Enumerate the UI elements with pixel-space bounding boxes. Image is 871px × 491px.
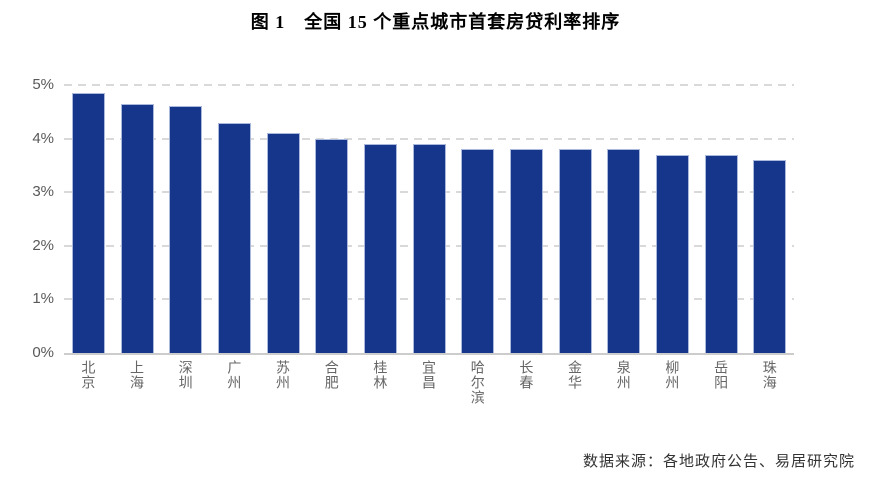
- x-axis-line: [64, 353, 794, 355]
- x-label-slot: 桂林: [356, 360, 405, 432]
- bar-哈尔滨: [461, 149, 495, 353]
- bar-长春: [509, 149, 543, 353]
- bar-slot: [259, 85, 308, 353]
- bar-slot: [502, 85, 551, 353]
- bar-岳阳: [704, 154, 738, 353]
- x-label-slot: 深圳: [161, 360, 210, 432]
- bar-slot: [599, 85, 648, 353]
- x-tick-label-珠海: 珠海: [761, 360, 778, 390]
- bar-广州: [217, 122, 251, 353]
- bar-泉州: [607, 149, 641, 353]
- x-label-slot: 珠海: [745, 360, 794, 432]
- x-label-slot: 泉州: [599, 360, 648, 432]
- bar-slot: [551, 85, 600, 353]
- bar-slot: [307, 85, 356, 353]
- x-tick-label-岳阳: 岳阳: [713, 360, 730, 390]
- bar-slot: [161, 85, 210, 353]
- bar-slot: [453, 85, 502, 353]
- x-label-slot: 宜昌: [405, 360, 454, 432]
- bar-slot: [210, 85, 259, 353]
- x-label-slot: 柳州: [648, 360, 697, 432]
- bar-北京: [71, 93, 105, 353]
- y-tick-label: 4%: [32, 129, 54, 147]
- x-label-slot: 上海: [113, 360, 162, 432]
- x-label-slot: 金华: [551, 360, 600, 432]
- gridline-4%: [64, 137, 794, 140]
- x-label-slot: 合肥: [307, 360, 356, 432]
- bar-slot: [745, 85, 794, 353]
- bar-slot: [64, 85, 113, 353]
- x-tick-label-金华: 金华: [567, 360, 584, 390]
- bar-柳州: [655, 154, 689, 353]
- x-tick-label-柳州: 柳州: [664, 360, 681, 390]
- bar-slot: [356, 85, 405, 353]
- bar-金华: [558, 149, 592, 353]
- chart-title: 图 1 全国 15 个重点城市首套房贷利率排序: [250, 12, 621, 32]
- bar-宜昌: [412, 144, 446, 353]
- x-tick-label-宜昌: 宜昌: [421, 360, 438, 390]
- x-tick-label-上海: 上海: [129, 360, 145, 390]
- y-tick-label: 2%: [32, 236, 54, 254]
- gridline-5%: [64, 84, 794, 86]
- x-tick-label-深圳: 深圳: [177, 360, 194, 390]
- x-label-slot: 苏州: [259, 360, 308, 432]
- x-tick-label-泉州: 泉州: [615, 360, 632, 390]
- data-source-note: 数据来源：各地政府公告、易居研究院: [582, 454, 855, 470]
- y-tick-label: 5%: [32, 76, 54, 93]
- x-label-slot: 岳阳: [697, 360, 746, 432]
- bar-series: [64, 85, 794, 353]
- x-tick-label-长春: 长春: [518, 360, 535, 390]
- x-tick-label-桂林: 桂林: [372, 360, 389, 390]
- y-tick-label: 0%: [32, 344, 54, 361]
- x-label-slot: 北京: [64, 360, 113, 432]
- x-label-slot: 长春: [502, 360, 551, 432]
- bar-合肥: [315, 138, 349, 353]
- bar-深圳: [169, 106, 203, 353]
- bar-上海: [120, 103, 154, 353]
- y-tick-label: 3%: [32, 183, 54, 201]
- bar-slot: [697, 85, 746, 353]
- bar-slot: [405, 85, 454, 353]
- x-tick-label-合肥: 合肥: [323, 360, 340, 390]
- bar-slot: [648, 85, 697, 353]
- bar-slot: [113, 85, 162, 353]
- y-tick-label: 1%: [32, 290, 54, 308]
- x-label-slot: 广州: [210, 360, 259, 432]
- x-tick-label-广州: 广州: [226, 360, 243, 390]
- bar-桂林: [363, 144, 397, 353]
- x-tick-label-苏州: 苏州: [275, 360, 292, 390]
- x-tick-label-哈尔滨: 哈尔滨: [469, 360, 486, 405]
- x-axis-labels: 北京 上海 深圳 广州 苏州 合肥 桂林 宜昌 哈尔滨 长春 金华 泉州 柳州 岳阳 珠海: [64, 360, 794, 432]
- bar-珠海: [753, 160, 787, 353]
- plot-area: 0% 1% 2% 3% 4% 5%: [32, 77, 794, 360]
- x-tick-label-北京: 北京: [80, 360, 97, 390]
- bar-苏州: [266, 133, 300, 353]
- x-label-slot: 哈尔滨: [453, 360, 502, 432]
